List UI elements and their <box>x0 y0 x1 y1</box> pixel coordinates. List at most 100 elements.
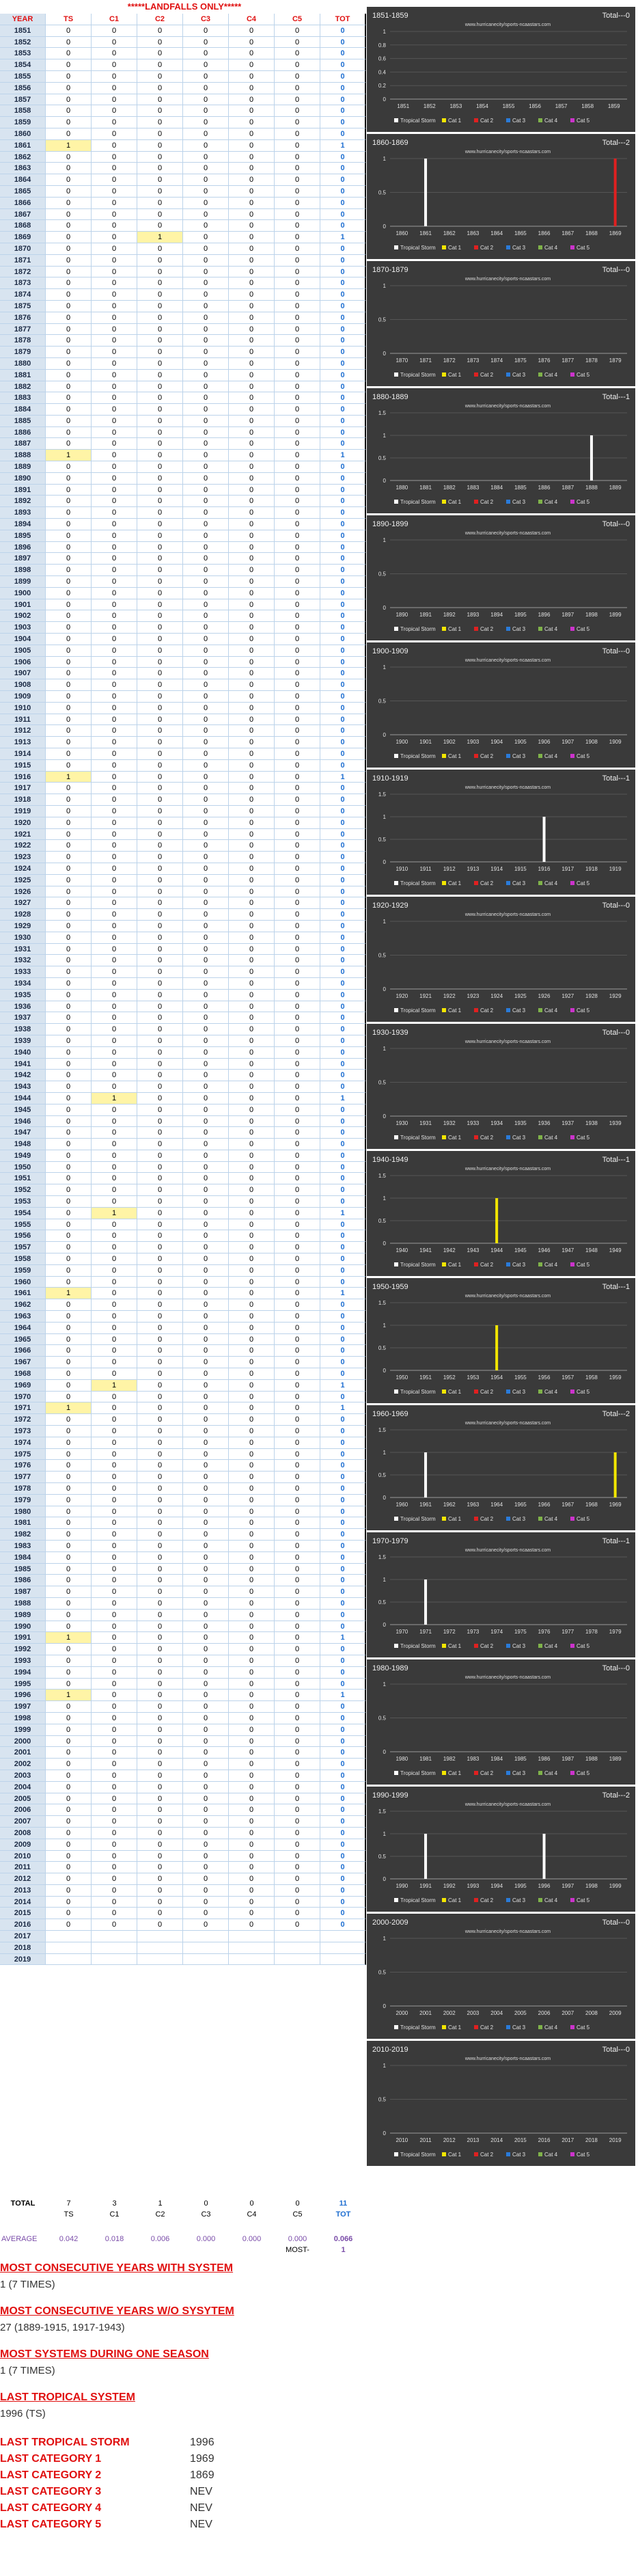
x-tick-label: 2008 <box>585 2010 598 2016</box>
value-cell: 0 <box>92 966 137 978</box>
total-cell: 0 <box>320 828 366 841</box>
year-cell: 1949 <box>0 1150 46 1162</box>
legend-label: Tropical Storm <box>400 1897 436 1903</box>
table-row: 1874 0 0 0 0 0 0 0 <box>0 289 366 301</box>
value-cell: 0 <box>275 1759 320 1770</box>
legend-label: Cat 4 <box>544 499 558 505</box>
column-header: C5 <box>275 14 320 25</box>
value-cell: 0 <box>229 1644 275 1655</box>
value-cell: 0 <box>183 863 229 875</box>
value-cell: 0 <box>46 909 92 921</box>
value-cell: 0 <box>229 381 275 393</box>
total-cell: 0 <box>320 530 366 542</box>
x-tick-label: 1948 <box>585 1247 598 1253</box>
value-cell: 0 <box>229 852 275 863</box>
value-cell: 0 <box>275 1908 320 1920</box>
value-cell: 0 <box>137 243 183 255</box>
value-cell: 0 <box>183 220 229 232</box>
value-cell: 0 <box>137 1070 183 1082</box>
value-cell <box>46 1931 92 1942</box>
legend-swatch <box>538 1135 542 1139</box>
year-cell: 2005 <box>0 1793 46 1805</box>
x-tick-label: 1953 <box>467 1374 480 1381</box>
legend-label: Cat 1 <box>448 626 462 632</box>
x-tick-label: 1854 <box>476 103 488 109</box>
value-cell: 0 <box>229 691 275 703</box>
year-cell: 1912 <box>0 725 46 737</box>
value-cell: 0 <box>46 151 92 163</box>
y-tick-label: 0 <box>383 1622 387 1628</box>
legend-label: Tropical Storm <box>400 1770 436 1776</box>
value-cell: 0 <box>229 1908 275 1920</box>
value-cell: 0 <box>183 1402 229 1415</box>
chart-subtitle: www.hurricanecity/sports-ncaastars.com <box>464 1929 551 1934</box>
value-cell: 0 <box>46 392 92 405</box>
legend-label: Cat 5 <box>577 1262 590 1268</box>
value-cell: 0 <box>275 828 320 841</box>
year-cell: 1923 <box>0 852 46 863</box>
bar <box>495 1325 499 1370</box>
total-cell: 0 <box>320 404 366 416</box>
legend-swatch <box>538 754 542 758</box>
total-cell: 0 <box>320 691 366 703</box>
value-cell: 0 <box>46 1908 92 1920</box>
total-cell: 0 <box>320 1839 366 1851</box>
legend-label: Cat 1 <box>448 245 462 251</box>
value-cell: 0 <box>46 1575 92 1587</box>
value-cell: 0 <box>137 1724 183 1736</box>
value-cell: 0 <box>183 1288 229 1300</box>
value-cell: 0 <box>183 48 229 60</box>
chart-subtitle: www.hurricanecity/sports-ncaastars.com <box>464 404 551 409</box>
column-header: C1 <box>92 14 137 25</box>
table-row: 2011 0 0 0 0 0 0 0 <box>0 1862 366 1874</box>
value-cell: 0 <box>137 783 183 795</box>
value-cell: 0 <box>275 1678 320 1690</box>
value-cell: 0 <box>92 1070 137 1082</box>
table-row: 1932 0 0 0 0 0 0 0 <box>0 955 366 967</box>
x-tick-label: 1869 <box>609 230 622 236</box>
table-row: 1906 0 0 0 0 0 0 0 <box>0 656 366 668</box>
value-cell: 0 <box>92 714 137 726</box>
legend-label: Tropical Storm <box>400 372 436 378</box>
value-cell: 0 <box>46 897 92 910</box>
total-cell: 0 <box>320 174 366 186</box>
legend-swatch <box>570 627 574 631</box>
legend-swatch <box>442 1771 446 1775</box>
last-value: 1996 <box>190 2437 214 2448</box>
table-row: 1998 0 0 0 0 0 0 0 <box>0 1712 366 1724</box>
value-cell: 0 <box>46 966 92 978</box>
total-cell: 0 <box>320 840 366 852</box>
year-cell: 1990 <box>0 1621 46 1633</box>
value-cell: 0 <box>183 1666 229 1679</box>
value-cell: 0 <box>46 587 92 599</box>
value-cell: 0 <box>275 771 320 783</box>
value-cell: 0 <box>137 1426 183 1437</box>
value-cell: 0 <box>275 783 320 795</box>
value-cell: 0 <box>137 1701 183 1713</box>
value-cell: 0 <box>229 1311 275 1323</box>
legend-swatch <box>506 1517 510 1521</box>
value-cell: 0 <box>275 691 320 703</box>
column-header: TOT <box>320 14 366 25</box>
year-cell: 1866 <box>0 197 46 209</box>
value-cell: 0 <box>92 943 137 955</box>
table-row: 1909 0 0 0 0 0 0 0 <box>0 691 366 703</box>
year-cell: 1916 <box>0 771 46 783</box>
value-cell: 0 <box>229 197 275 209</box>
value-cell: 0 <box>92 656 137 668</box>
total-cell: 0 <box>320 1712 366 1724</box>
x-tick-label: 2005 <box>514 2010 527 2016</box>
value-cell <box>275 1953 320 1966</box>
year-cell: 1972 <box>0 1414 46 1426</box>
value-cell: 0 <box>275 1127 320 1139</box>
legend-swatch <box>474 1771 478 1775</box>
year-cell: 1976 <box>0 1460 46 1472</box>
value-cell: 0 <box>229 1391 275 1403</box>
year-cell: 1978 <box>0 1483 46 1495</box>
chart-svg: 2000-2009 Total---0www.hurricanecity/spor… <box>372 1919 630 2031</box>
legend-label: Cat 4 <box>544 1897 558 1903</box>
table-row: 2019 <box>0 1953 366 1966</box>
chart-svg: 1890-1899 Total---0www.hurricanecity/spor… <box>372 520 630 632</box>
value-cell: 0 <box>229 243 275 255</box>
total-cell: 0 <box>320 392 366 405</box>
